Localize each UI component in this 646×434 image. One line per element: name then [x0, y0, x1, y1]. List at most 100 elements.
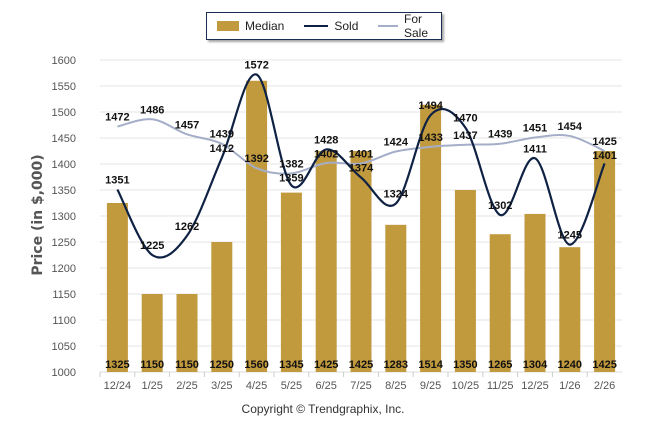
- data-label-median: 1345: [279, 359, 303, 371]
- legend-label: Median: [245, 19, 285, 33]
- data-label-median: 1350: [453, 359, 477, 371]
- bar-median: [246, 80, 268, 373]
- bar-median: [176, 294, 198, 372]
- data-label-for-sale: 1457: [175, 119, 199, 131]
- data-label-sold: 1351: [105, 174, 129, 186]
- data-label-for-sale: 1454: [558, 121, 583, 133]
- bar-median: [559, 247, 581, 372]
- x-tick-label: 4/25: [246, 380, 267, 392]
- y-tick-label: 1400: [52, 159, 76, 171]
- data-label-sold: 1245: [558, 230, 582, 242]
- data-label-for-sale: 1486: [140, 104, 164, 116]
- data-label-median: 1425: [349, 359, 373, 371]
- y-tick-label: 1600: [52, 55, 76, 67]
- data-label-for-sale: 1439: [488, 129, 512, 141]
- x-tick-label: 2/25: [176, 380, 197, 392]
- x-tick-label: 12/25: [521, 380, 549, 392]
- y-tick-label: 1300: [52, 211, 76, 223]
- y-tick-label: 1050: [52, 341, 76, 353]
- data-label-for-sale: 1424: [384, 137, 409, 149]
- bar-median: [141, 294, 163, 372]
- x-tick-label: 7/25: [350, 380, 371, 392]
- legend-label: For Sale: [403, 12, 429, 40]
- bar-median: [420, 104, 442, 372]
- bar-median: [489, 234, 511, 372]
- line-for-sale: [117, 118, 606, 175]
- data-label-median: 1325: [105, 359, 129, 371]
- line-sold: [116, 73, 606, 259]
- bar-median: [524, 213, 546, 372]
- data-label-sold: 1262: [175, 221, 199, 233]
- data-label-for-sale: 1439: [210, 129, 234, 141]
- data-label-for-sale: 1425: [592, 136, 616, 148]
- y-tick-label: 1150: [52, 289, 76, 301]
- data-label-median: 1265: [488, 359, 512, 371]
- x-tick-label: 1/26: [559, 380, 580, 392]
- data-label-for-sale: 1382: [279, 158, 303, 170]
- data-label-sold: 1494: [418, 100, 443, 112]
- x-tick-label: 6/25: [315, 380, 336, 392]
- data-label-sold: 1374: [349, 163, 374, 175]
- data-label-for-sale: 1402: [314, 148, 338, 160]
- median-swatch-icon: [217, 21, 239, 31]
- sold-swatch-icon: [304, 25, 329, 27]
- data-label-for-sale: 1472: [105, 112, 129, 124]
- copyright-text: Copyright © Trendgraphix, Inc.: [241, 402, 405, 416]
- data-label-median: 1425: [314, 359, 338, 371]
- data-label-for-sale: 1433: [418, 132, 442, 144]
- x-tick-label: 5/25: [281, 380, 302, 392]
- data-label-median: 1240: [558, 359, 582, 371]
- data-label-median: 1560: [244, 359, 268, 371]
- x-tick-label: 9/25: [420, 380, 441, 392]
- data-label-median: 1150: [175, 359, 199, 371]
- data-label-sold: 1411: [523, 143, 547, 155]
- y-tick-label: 1450: [52, 133, 76, 145]
- y-tick-label: 1200: [52, 263, 76, 275]
- data-label-median: 1150: [140, 359, 164, 371]
- data-label-for-sale: 1437: [453, 130, 477, 142]
- data-label-median: 1514: [418, 359, 443, 371]
- data-label-sold: 1412: [210, 143, 234, 155]
- bar-median: [211, 242, 233, 372]
- legend-item-for-sale[interactable]: For Sale: [378, 12, 441, 40]
- data-label-sold: 1572: [244, 60, 268, 72]
- data-label-sold: 1324: [384, 189, 409, 201]
- bar-median: [385, 224, 407, 372]
- y-tick-label: 1350: [52, 185, 76, 197]
- y-tick-label: 1550: [52, 81, 76, 93]
- y-tick-label: 1500: [52, 107, 76, 119]
- x-tick-label: 10/25: [452, 380, 480, 392]
- for-sale-swatch-icon: [378, 25, 398, 27]
- data-label-sold: 1470: [453, 113, 477, 125]
- bar-median: [280, 192, 302, 372]
- data-label-sold: 1359: [279, 172, 303, 184]
- legend-item-sold[interactable]: Sold: [304, 19, 358, 33]
- x-tick-label: 2/26: [594, 380, 615, 392]
- data-label-sold: 1302: [488, 200, 512, 212]
- y-tick-label: 1100: [52, 315, 76, 327]
- data-label-for-sale: 1401: [349, 148, 373, 160]
- data-label-median: 1250: [210, 359, 234, 371]
- x-tick-label: 11/25: [487, 380, 514, 392]
- x-tick-label: 8/25: [385, 380, 406, 392]
- legend-label: Sold: [334, 19, 359, 33]
- bar-median: [350, 151, 372, 372]
- data-label-median: 1283: [384, 359, 408, 371]
- bar-median: [106, 203, 128, 372]
- data-label-sold: 1401: [592, 150, 616, 162]
- y-axis-label: Price (in $,000): [30, 154, 46, 276]
- x-tick-label: 12/24: [104, 380, 132, 392]
- y-tick-label: 1000: [52, 367, 76, 379]
- data-label-median: 1425: [592, 359, 616, 371]
- legend-item-median[interactable]: Median: [217, 19, 284, 33]
- data-label-for-sale: 1392: [244, 153, 268, 165]
- data-label-sold: 1428: [314, 134, 338, 146]
- legend: Median Sold For Sale: [206, 12, 442, 40]
- bar-median: [454, 190, 476, 372]
- bar-median: [594, 151, 616, 372]
- bar-median: [315, 151, 337, 372]
- data-label-median: 1304: [523, 359, 548, 371]
- data-label-for-sale: 1451: [523, 122, 547, 134]
- data-label-sold: 1225: [140, 240, 164, 252]
